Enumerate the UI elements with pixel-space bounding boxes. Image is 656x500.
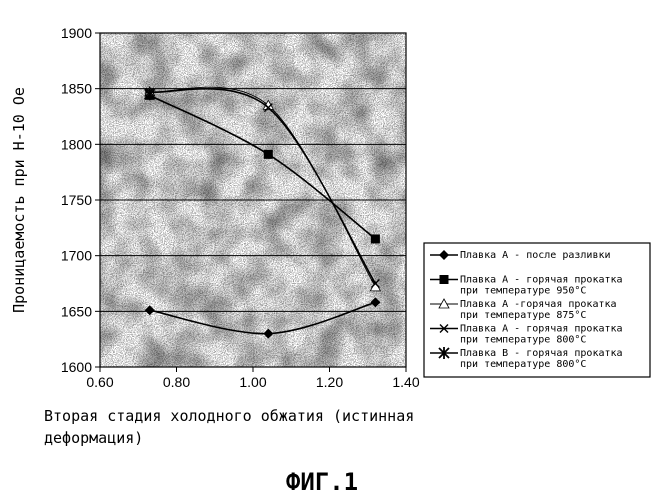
y-tick-label: 1800 [61,136,92,152]
legend-label: Плавка А -горячая прокатка [460,299,617,310]
legend-label: при температуре 800°C [460,359,586,370]
legend-label: при температуре 800°C [460,335,586,346]
y-axis-title: Проницаемость при H-10 Oe [10,87,28,313]
y-tick-label: 1750 [61,192,92,208]
y-tick-label: 1700 [61,248,92,264]
x-tick-label: 1.40 [392,374,419,390]
data-point [371,234,380,243]
data-point [264,150,273,159]
y-tick-label: 1650 [61,303,92,319]
y-tick-label: 1600 [61,359,92,375]
legend-label: при температуре 950°C [460,286,586,297]
legend-label: Плавка В - горячая прокатка [460,348,623,359]
x-axis-title-line-2: деформация) [44,429,143,447]
x-tick-label: 1.00 [239,374,266,390]
legend-label: при температуре 875°C [460,310,586,321]
legend-marker [440,275,449,284]
x-axis-title-line-1: Вторая стадия холодного обжатия (истинна… [44,407,414,425]
legend-label: Плавка А - горячая прокатка [460,275,623,286]
y-tick-label: 1900 [61,25,92,41]
x-tick-label: 1.20 [316,374,343,390]
y-tick-label: 1850 [61,81,92,97]
x-tick-label: 0.60 [86,374,113,390]
legend-label: Плавка А - после разливки [460,250,611,261]
x-tick-label: 0.80 [163,374,190,390]
legend: Плавка А - после разливки Плавка А - горя… [424,243,650,377]
figure-caption: ФИГ.1 [286,468,358,496]
legend-label: Плавка А - горячая прокатка [460,324,623,335]
